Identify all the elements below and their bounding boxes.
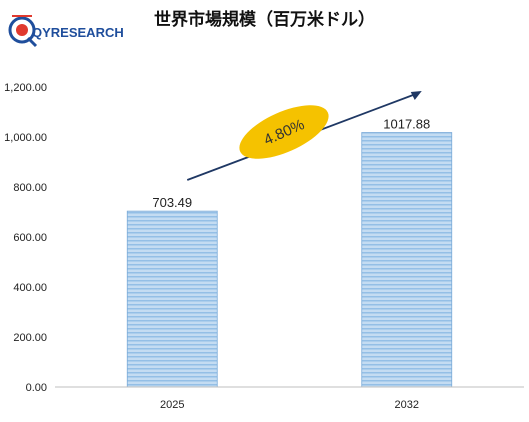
arrow-head-icon — [410, 91, 422, 100]
bar-value-label: 1017.88 — [383, 117, 430, 132]
cagr-ellipse — [239, 105, 329, 159]
qyresearch-logo: QYRESEARCH — [4, 6, 124, 50]
x-tick-label: 2032 — [395, 399, 419, 411]
cagr-annotation: 4.80% — [186, 91, 422, 181]
y-tick-label: 800.00 — [13, 182, 47, 194]
y-tick-label: 600.00 — [13, 232, 47, 244]
globe-icon — [8, 15, 38, 48]
y-tick-label: 0.00 — [26, 382, 47, 394]
x-axis: 2025 2032 — [55, 386, 524, 411]
y-tick-label: 1,000.00 — [4, 132, 47, 144]
y-axis: 0.00 200.00 400.00 600.00 800.00 1,000.00 1,20… — [4, 82, 47, 394]
chart-title: 世界市場規模（百万米ドル） — [154, 10, 375, 30]
x-tick-label: 2025 — [160, 399, 184, 411]
logo-text: QYRESEARCH — [32, 25, 124, 40]
bar-value-label: 703.49 — [152, 195, 192, 210]
bar-2032 — [361, 132, 453, 388]
y-tick-label: 1,200.00 — [4, 82, 47, 94]
y-tick-label: 400.00 — [13, 282, 47, 294]
y-tick-label: 200.00 — [13, 332, 47, 344]
bars: 703.49 1017.88 — [126, 117, 453, 388]
bar-2025 — [126, 210, 218, 388]
